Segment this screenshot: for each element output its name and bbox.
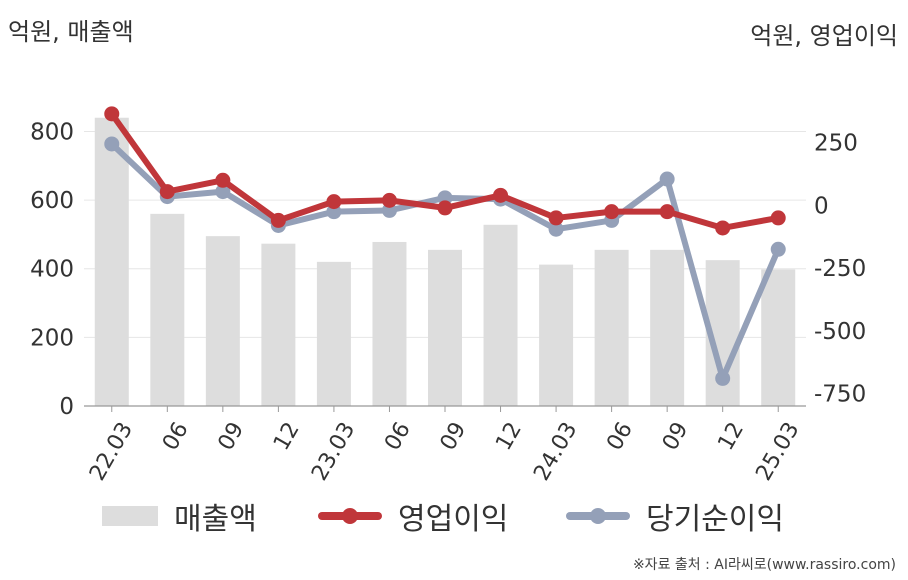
point-operating-8 xyxy=(548,210,564,226)
bar-revenue-4 xyxy=(316,261,351,406)
right-tick-label-2: -250 xyxy=(814,256,866,282)
x-tick-label-11: 12 xyxy=(713,418,749,455)
point-operating-12 xyxy=(770,210,786,226)
point-operating-0 xyxy=(104,106,120,122)
x-tick-label-7: 12 xyxy=(491,418,527,455)
point-operating-10 xyxy=(659,204,675,220)
right-axis-unit: 억원, 영업이익 xyxy=(750,22,898,50)
legend-item-revenue[interactable]: 매출액 xyxy=(102,494,257,538)
point-operating-1 xyxy=(159,184,175,200)
legend: 매출액 영업이익 당기순이익 xyxy=(0,494,908,537)
bar-revenue-1 xyxy=(150,213,185,406)
point-net-12 xyxy=(770,241,786,257)
left-tick-label-3: 600 xyxy=(30,188,74,214)
bar-revenue-10 xyxy=(650,249,685,406)
legend-label-revenue: 매출액 xyxy=(174,502,257,537)
legend-label-operating: 영업이익 xyxy=(398,502,509,537)
legend-swatch-operating xyxy=(318,508,382,524)
x-tick-label-0: 22.03 xyxy=(85,418,138,485)
right-tick-label-0: 250 xyxy=(814,131,858,157)
point-operating-3 xyxy=(270,212,286,228)
legend-swatch-net xyxy=(566,508,630,524)
bar-revenue-3 xyxy=(261,243,296,406)
legend-item-net[interactable]: 당기순이익 xyxy=(566,494,784,538)
bar-revenue-7 xyxy=(483,224,518,406)
left-tick-label-0: 0 xyxy=(59,394,74,420)
point-net-0 xyxy=(104,136,120,152)
x-tick-label-12: 25.03 xyxy=(751,418,804,485)
right-tick-label-3: -500 xyxy=(814,319,866,345)
source-credit: ※자료 출처 : AI라씨로(www.rassiro.com) xyxy=(632,557,896,573)
x-tick-label-2: 09 xyxy=(214,418,250,455)
point-net-8 xyxy=(548,221,564,237)
x-tick-label-9: 06 xyxy=(602,418,638,455)
point-net-2 xyxy=(215,184,231,200)
bar-revenue-5 xyxy=(372,241,407,406)
left-tick-label-2: 400 xyxy=(30,257,74,283)
x-tick-label-4: 23.03 xyxy=(307,418,360,485)
bar-revenue-6 xyxy=(428,249,462,406)
point-operating-2 xyxy=(215,172,231,188)
bar-revenue-9 xyxy=(594,249,629,406)
legend-swatch-revenue xyxy=(102,506,158,526)
point-operating-4 xyxy=(326,194,342,210)
legend-label-net: 당기순이익 xyxy=(646,502,784,537)
x-tick-label-10: 09 xyxy=(658,418,694,455)
left-tick-label-1: 200 xyxy=(30,325,74,351)
x-tick-label-6: 09 xyxy=(436,418,472,455)
bar-revenue-12 xyxy=(761,269,796,406)
point-net-10 xyxy=(659,171,675,187)
right-tick-label-1: 0 xyxy=(814,193,829,219)
left-tick-label-4: 800 xyxy=(30,119,74,145)
x-tick-label-3: 12 xyxy=(269,418,305,455)
point-operating-11 xyxy=(715,220,731,236)
bar-revenue-8 xyxy=(539,264,574,406)
point-operating-6 xyxy=(437,200,453,216)
x-tick-label-8: 24.03 xyxy=(529,418,582,485)
point-operating-7 xyxy=(493,187,509,203)
legend-item-operating[interactable]: 영업이익 xyxy=(318,494,508,538)
bar-revenue-2 xyxy=(205,236,240,406)
x-tick-label-1: 06 xyxy=(158,418,194,455)
point-net-11 xyxy=(715,370,731,386)
right-tick-label-4: -750 xyxy=(814,381,866,407)
combo-chart: 22.03 06 09 12 23.03 06 09 12 24.03 06 09 12 25.0302… xyxy=(30,106,866,485)
left-axis-unit: 억원, 매출액 xyxy=(8,18,134,46)
point-operating-5 xyxy=(381,192,397,208)
x-tick-label-5: 06 xyxy=(380,418,416,455)
point-operating-9 xyxy=(604,204,620,220)
bar-revenue-0 xyxy=(94,117,129,406)
